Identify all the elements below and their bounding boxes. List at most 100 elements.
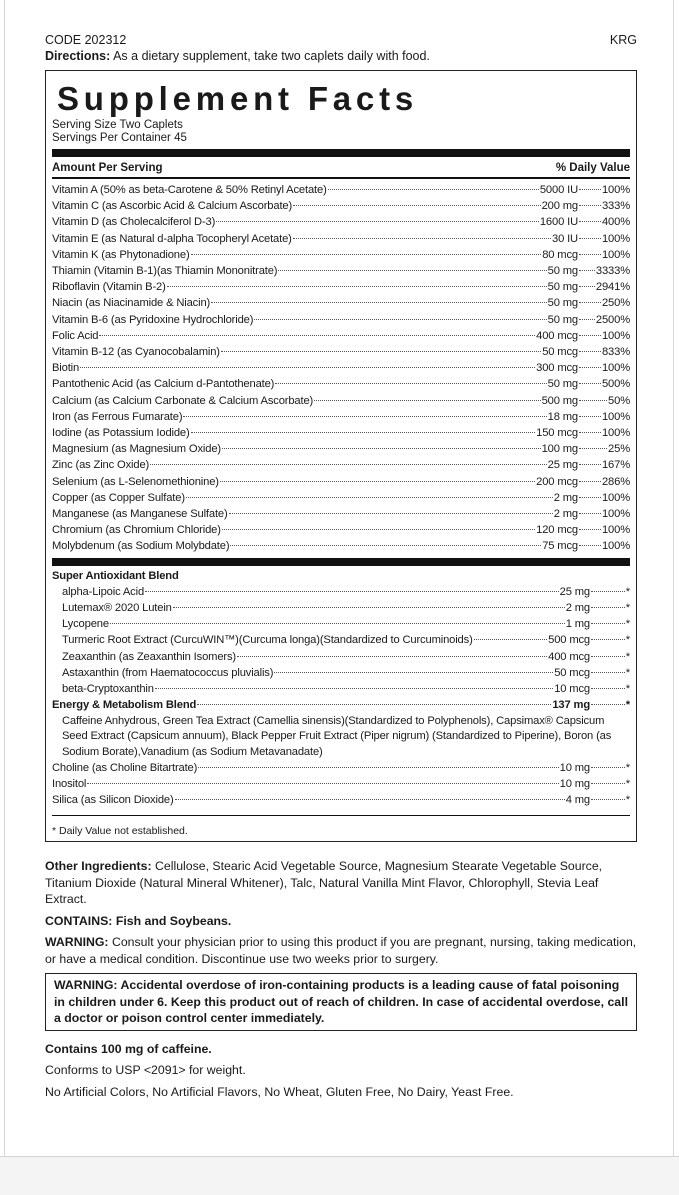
leader [579,302,601,304]
daily-value: 500% [601,378,630,391]
leader [216,221,539,223]
label: Other Ingredients: [45,859,152,873]
directions-label: Directions: [45,49,111,63]
nutrient-row: Vitamin A (50% as beta-Carotene & 50% Re… [52,182,630,198]
nutrient-row: Folic Acid 400 mcg 100% [52,328,630,344]
nutrient-row: Riboflavin (Vitamin B-2) 50 mg 2941% [52,279,630,295]
amount: 80 mcg [542,248,578,261]
daily-value: * [625,585,630,598]
nutrient-row: Vitamin K (as Phytonadione) 80 mcg 100% [52,247,630,263]
dv-cell: * [590,681,630,697]
daily-value: 50% [608,394,630,407]
footnote: * Daily Value not established. [52,824,188,837]
dv-cell: * [590,600,630,616]
energy-blend: Energy & Metabolism Blend 137 mg * [52,697,630,713]
nutrient-row: beta-Cryptoxanthin 10 mcg * [52,681,630,697]
nutrient-row: Zeaxanthin (as Zeaxanthin Isomers) 400 mc… [52,649,630,665]
daily-value: 100% [601,491,630,504]
daily-value: 100% [601,410,630,423]
label-text: Other Ingredients: Cellulose, Stearic Ac… [45,858,637,1105]
leader [579,221,601,223]
nutrient-name: beta-Cryptoxanthin [62,683,154,696]
nutrient-name: Vitamin K (as Phytonadione) [52,248,190,261]
nutrient-row: Molybdenum (as Sodium Molybdate) 75 mcg 10… [52,538,630,554]
daily-value: 250% [601,297,630,310]
dv-cell: 2500% [578,312,630,328]
nutrient-name: Vitamin C (as Ascorbic Acid & Calcium As… [52,200,293,213]
rule [52,149,630,157]
nutrient-name: Selenium (as L-Selenomethionine) [52,475,219,488]
daily-value: * [625,602,630,615]
amount: 300 mcg [536,362,578,375]
nutrient-row: Vitamin D (as Cholecalciferol D-3) 1600 I… [52,214,630,230]
amount: 30 IU [552,232,578,245]
dv-cell: 400% [578,214,630,230]
nutrient-row: Energy & Metabolism Blend 137 mg * [52,697,630,713]
dv-cell: 500% [578,376,630,392]
nutrient-row: Vitamin B-12 (as Cyanocobalamin) 50 mcg 83… [52,344,630,360]
text: Consult your physician prior to using th… [45,935,637,966]
label: WARNING: [45,935,109,949]
lot: KRG [609,33,637,47]
nutrient-row: Vitamin E (as Natural d-alpha Tocopheryl… [52,231,630,247]
nutrient-name: Silica (as Silicon Dioxide) [52,794,174,807]
daily-value: 100% [601,248,630,261]
daily-value: 100% [601,540,630,553]
nutrient-name: alpha-Lipoic Acid [62,585,145,598]
leader [221,529,536,531]
iron-warning: WARNING: Accidental overdose of iron-con… [45,973,637,1031]
leader [579,480,601,482]
amount: 500 mcg [548,634,590,647]
amount: 10 mg [559,762,590,774]
amount: 50 mg [547,265,578,278]
nutrient-row: Silica (as Silicon Dioxide) 4 mg * [52,792,630,808]
amount: 50 mcg [554,666,590,679]
daily-value: 2941% [595,281,630,294]
daily-value: 25% [608,443,630,456]
rule [52,177,630,179]
leader [579,270,595,272]
nutrient-name: Lutemax® 2020 Lutein [62,602,172,615]
daily-value: 167% [601,459,630,472]
nutrient-row: Biotin 300 mcg 100% [52,360,630,376]
nutrient-name: Choline (as Choline Bitartrate) [52,762,198,774]
leader [80,367,536,369]
leader [591,590,625,592]
dv-cell: * [590,632,630,648]
leader [254,318,547,320]
nutrient-name: Iron (as Ferrous Fumarate) [52,410,183,423]
daily-value: * [625,699,630,712]
leader [190,253,542,255]
leader [579,545,601,547]
nutrient-name: Inositol [52,778,87,791]
amount: 25 mg [547,459,578,472]
warning: WARNING: Consult your physician prior to… [45,934,637,967]
nutrient-row: Niacin (as Niacinamide & Niacin) 50 mg 250… [52,295,630,311]
daily-value: * [625,666,630,679]
daily-value: 833% [601,346,630,359]
dv-cell: 333% [578,198,630,214]
amount: 2 mg [553,508,578,521]
nutrient-row: Turmeric Root Extract (CurcuWIN™)(Curcum… [52,632,630,648]
leader [236,655,548,657]
column-header: Amount Per Serving % Daily Value [52,159,630,177]
amount: 1600 IU [539,216,578,229]
nutrient-row: Magnesium (as Magnesium Oxide) 100 mg 25% [52,441,630,457]
nutrient-name: Iodine (as Potassium Iodide) [52,427,190,440]
dv-cell: 3333% [578,263,630,279]
leader [185,496,553,498]
daily-value: * [625,762,630,774]
nutrient-name: Vitamin E (as Natural d-alpha Tocopheryl… [52,232,292,245]
leader [220,351,542,353]
nutrient-row: Copper (as Copper Sulfate) 2 mg 100% [52,490,630,506]
nutrient-name: Niacin (as Niacinamide & Niacin) [52,297,211,310]
leader [190,432,536,434]
leader [591,704,625,706]
daily-value: * [625,618,630,631]
nutrient-name: Vitamin B-6 (as Pyridoxine Hydrochloride… [52,313,254,326]
leader [221,448,541,450]
daily-value: 100% [601,524,630,537]
amount: 500 mg [541,394,579,407]
amount: 25 mg [559,585,590,598]
dv-header: % Daily Value [555,162,630,174]
